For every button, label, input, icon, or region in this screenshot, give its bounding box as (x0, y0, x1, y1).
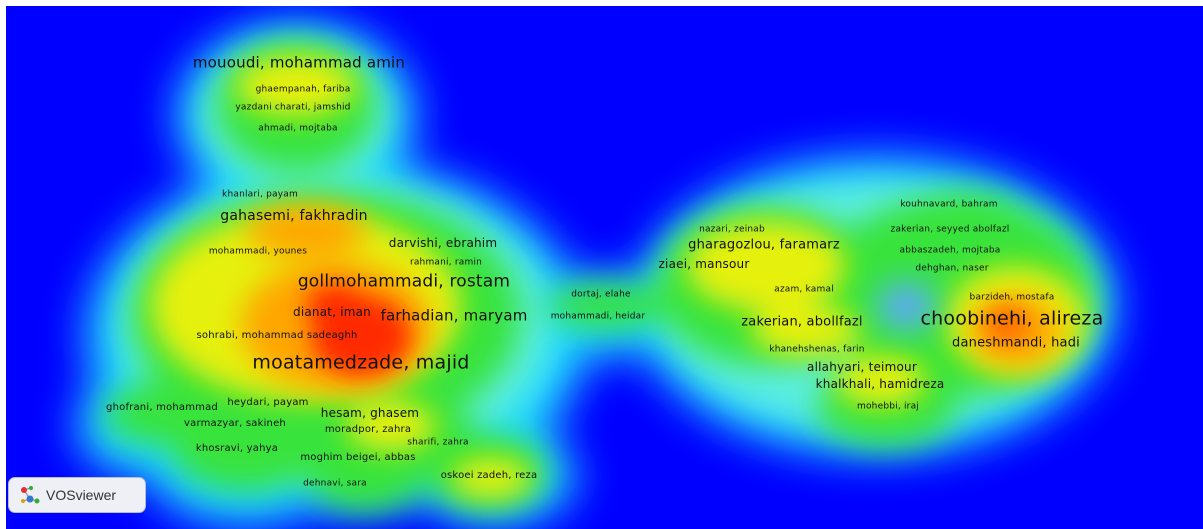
author-label[interactable]: zakerian, abollfazl (741, 314, 863, 330)
author-label[interactable]: daneshmandi, hadi (952, 335, 1080, 351)
author-label[interactable]: mohebbi, iraj (857, 401, 919, 412)
author-label[interactable]: azam, kamal (774, 284, 834, 295)
author-label[interactable]: ziaei, mansour (658, 257, 750, 271)
logo-text: VOSviewer (46, 487, 117, 503)
author-label[interactable]: moghim beigei, abbas (300, 452, 416, 463)
author-label[interactable]: mohammadi, heidar (550, 311, 646, 322)
network-logo-icon (19, 484, 41, 506)
author-label[interactable]: oskoei zadeh, reza (440, 470, 538, 481)
author-label[interactable]: varmazyar, sakineh (184, 418, 286, 429)
vosviewer-logo[interactable]: VOSviewer (8, 477, 146, 513)
author-label[interactable]: sohrabi, mohammad sadeaghh (196, 330, 358, 341)
author-label[interactable]: choobinehi, alireza (920, 307, 1104, 330)
author-label[interactable]: allahyari, teimour (807, 360, 917, 374)
author-label[interactable]: gollmohammadi, rostam (297, 271, 511, 292)
author-label[interactable]: mohammadi, younes (208, 246, 308, 257)
author-label[interactable]: dehghan, naser (915, 263, 989, 274)
author-label[interactable]: ghaempanah, fariba (255, 84, 351, 95)
author-label[interactable]: gharagozlou, faramarz (688, 237, 840, 253)
density-heatmap (76, 21, 1116, 526)
author-label[interactable]: abbaszadeh, mojtaba (899, 245, 1001, 256)
author-label[interactable]: rahmani, ramin (409, 257, 483, 268)
author-label[interactable]: dianat, iman (293, 305, 371, 319)
author-label[interactable]: moatamedzade, majid (252, 351, 470, 374)
author-label[interactable]: barzideh, mostafa (969, 292, 1055, 303)
author-label[interactable]: gahasemi, fakhradin (220, 208, 368, 224)
author-label[interactable]: khanlari, payam (222, 189, 298, 200)
author-label[interactable]: kouhnavard, bahram (900, 199, 998, 210)
author-label[interactable]: dehnavi, sara (303, 478, 367, 489)
author-label[interactable]: mououdi, mohammad amin (192, 53, 406, 72)
density-map[interactable]: mououdi, mohammad amin ghaempanah, fariba… (6, 6, 1203, 529)
author-label[interactable]: moradpor, zahra (324, 424, 412, 435)
author-label[interactable]: zakerian, seyyed abolfazl (890, 224, 1010, 235)
author-label[interactable]: hesam, ghasem (320, 406, 420, 420)
author-label[interactable]: sharifi, zahra (407, 437, 469, 448)
author-label[interactable]: dortaj, elahe (571, 289, 631, 300)
author-label[interactable]: khalkhali, hamidreza (815, 377, 945, 391)
author-label[interactable]: ghofrani, mohammad (106, 402, 218, 413)
author-label[interactable]: ahmadi, mojtaba (258, 123, 338, 134)
author-label[interactable]: khosravi, yahya (195, 443, 279, 454)
author-label[interactable]: farhadian, maryam (380, 306, 528, 325)
author-label[interactable]: yazdani charati, jamshid (235, 102, 351, 113)
author-label[interactable]: nazari, zeinab (699, 224, 765, 235)
author-label[interactable]: darvishi, ebrahim (388, 236, 498, 250)
author-label[interactable]: khanehshenas, farin (769, 344, 865, 355)
author-label[interactable]: heydari, payam (227, 397, 309, 408)
